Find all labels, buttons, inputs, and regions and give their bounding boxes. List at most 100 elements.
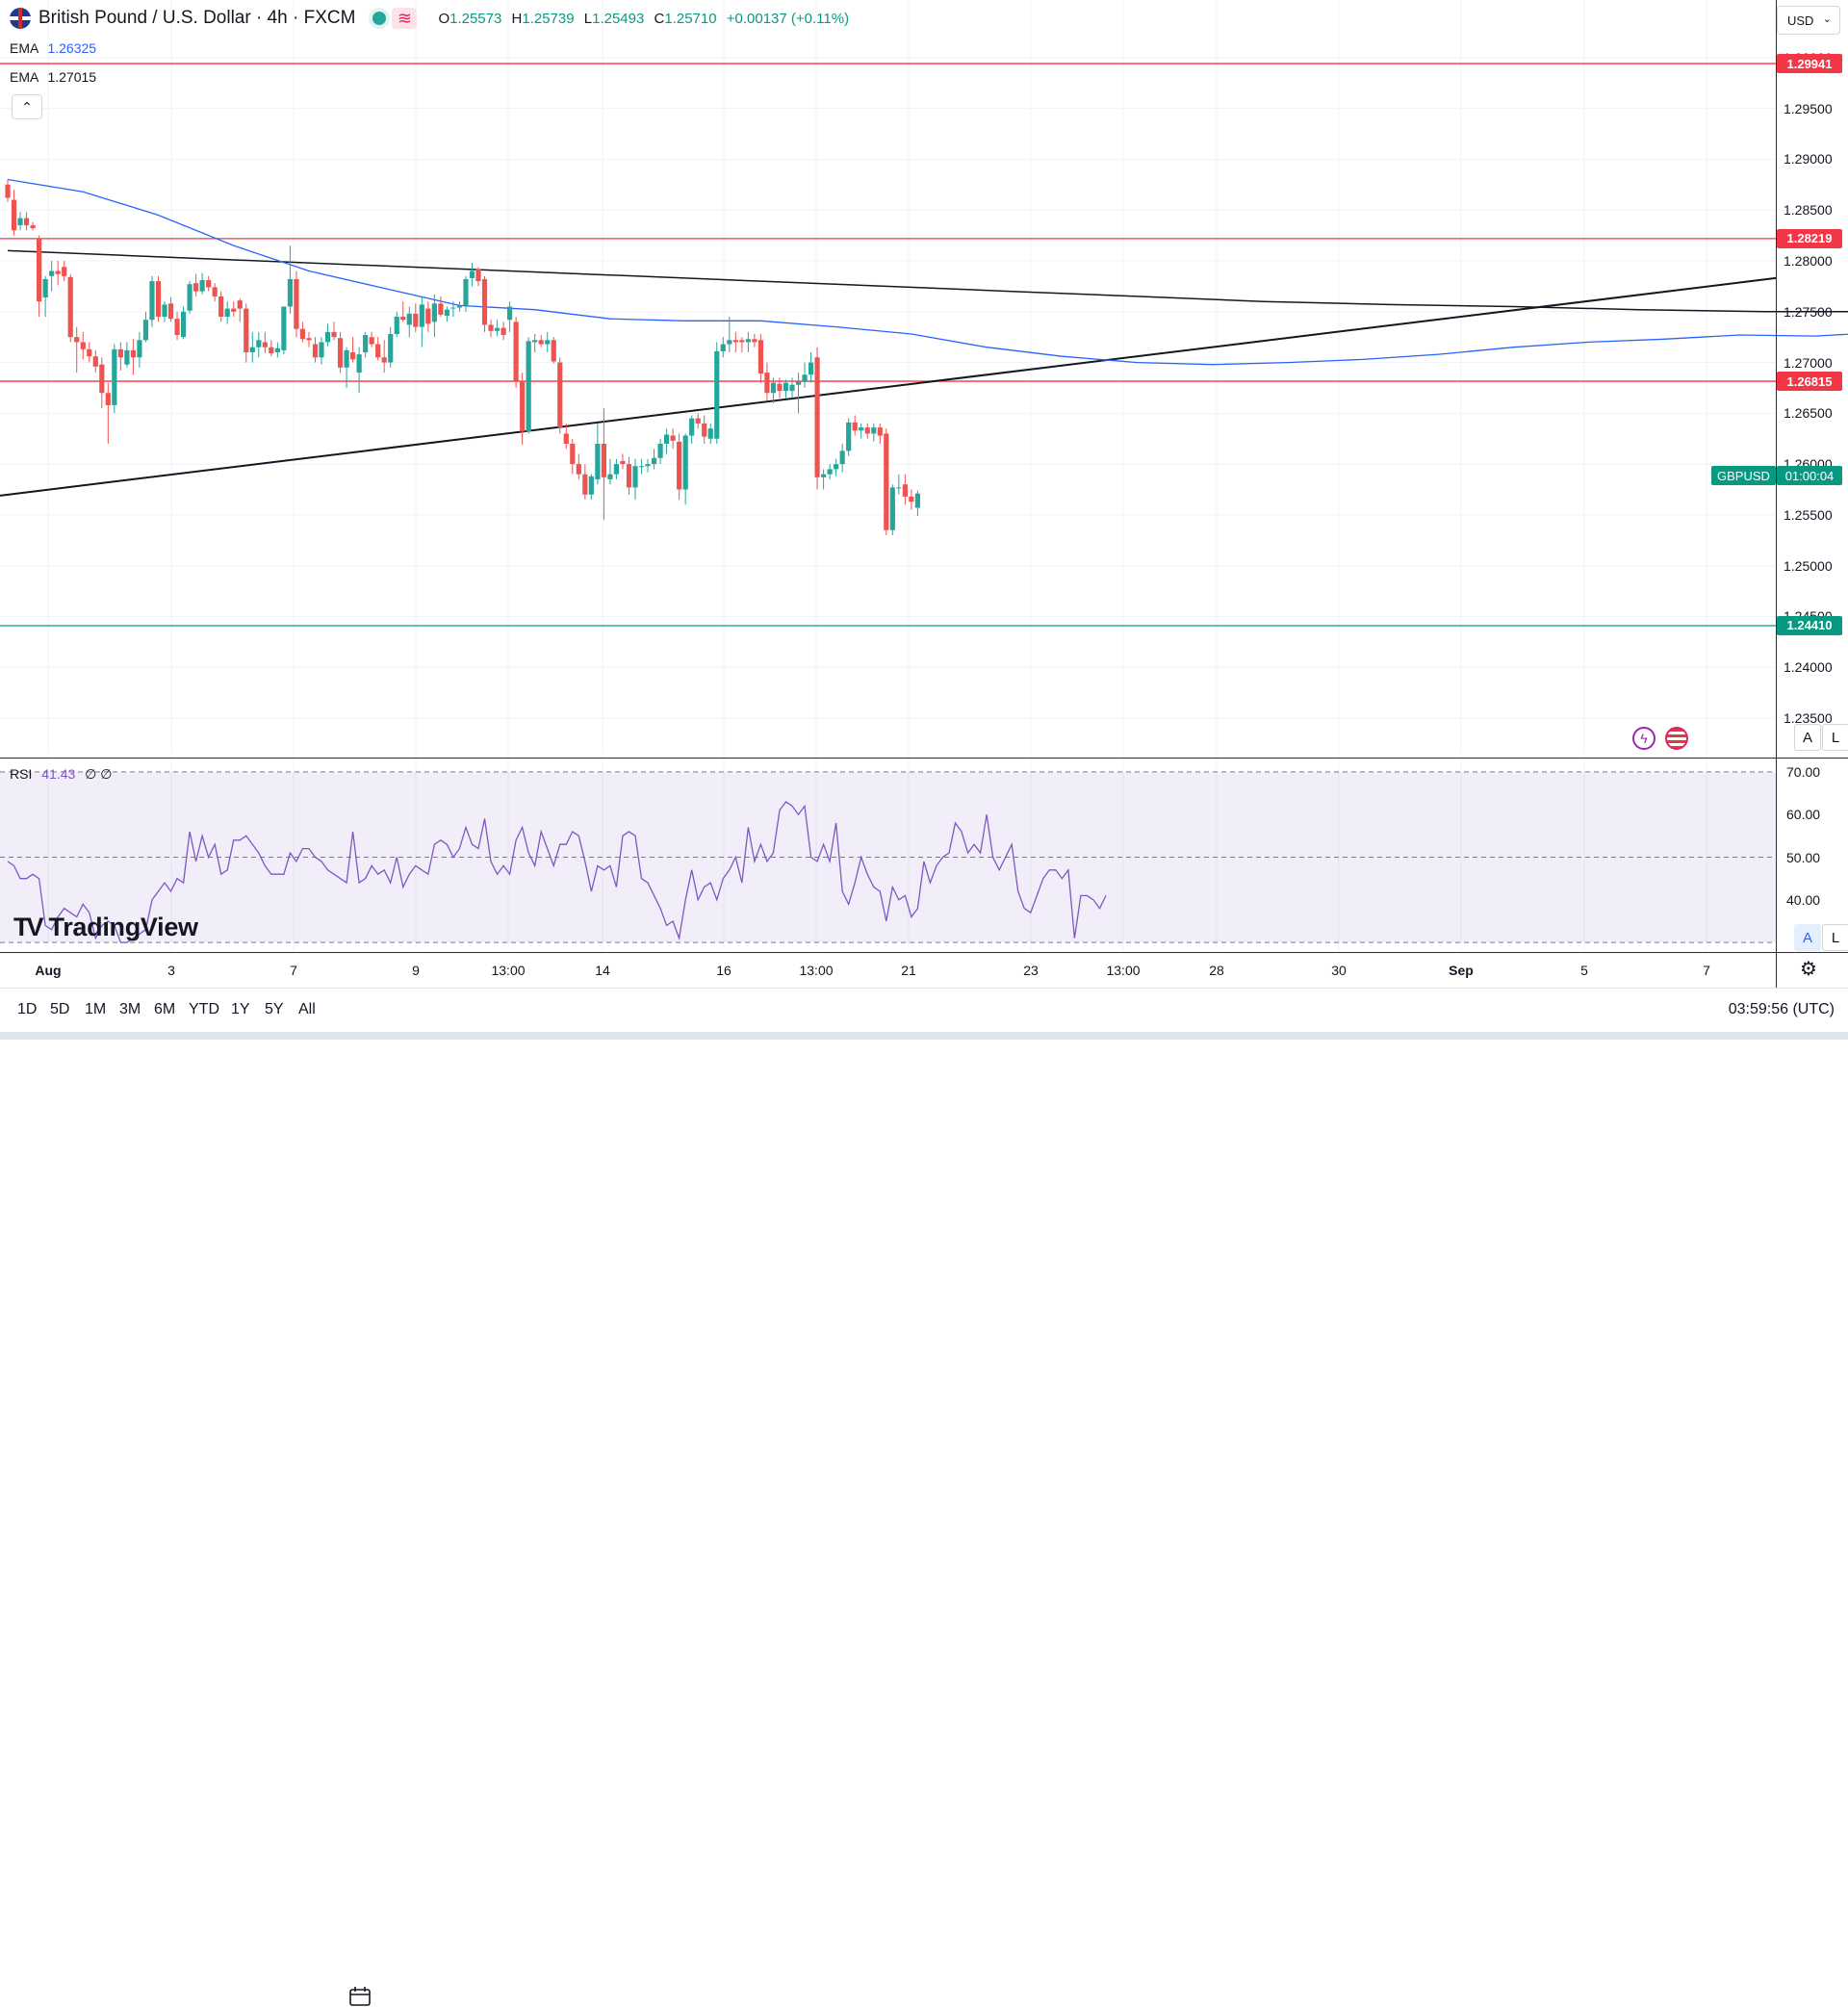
- candle-body: [413, 313, 419, 327]
- candle-body: [287, 278, 293, 307]
- currency-label: USD: [1787, 13, 1814, 28]
- candle-body: [494, 327, 500, 331]
- candle: [269, 340, 274, 357]
- rsi-legend[interactable]: RSI 41.43 ∅ ∅: [10, 766, 112, 783]
- range-button-5d[interactable]: 5D: [50, 1001, 70, 1017]
- range-button-all[interactable]: All: [298, 1001, 316, 1017]
- symbol-title: British Pound / U.S. Dollar · 4h · FXCM: [38, 8, 356, 28]
- ema-slow-legend[interactable]: EMA 1.27015: [10, 69, 96, 85]
- candle: [400, 301, 406, 322]
- symbol-header[interactable]: British Pound / U.S. Dollar · 4h · FXCM …: [10, 8, 855, 29]
- candle-body: [23, 218, 30, 226]
- candle: [613, 458, 620, 479]
- candle: [244, 303, 249, 363]
- time-tick-label: 21: [901, 963, 916, 978]
- candle: [262, 331, 268, 354]
- utc-clock[interactable]: 03:59:56 (UTC): [1728, 1001, 1835, 1017]
- candle: [463, 275, 469, 312]
- rsi-pane: [0, 771, 1776, 943]
- price-log-scale-button[interactable]: L: [1822, 724, 1848, 751]
- candle-body: [162, 304, 167, 318]
- tradingview-logo[interactable]: TV TradingView: [13, 913, 198, 942]
- candles-layer: [5, 179, 920, 536]
- candle: [162, 301, 167, 322]
- candle: [469, 263, 475, 287]
- settings-gear-icon[interactable]: ⚙: [1800, 959, 1817, 980]
- candle-body: [438, 303, 444, 315]
- candle-body: [834, 464, 839, 470]
- candle: [312, 337, 319, 363]
- candle-body: [431, 303, 437, 322]
- range-button-3m[interactable]: 3M: [119, 1001, 141, 1017]
- ohlc-open-key: O: [438, 10, 450, 27]
- range-button-5y[interactable]: 5Y: [265, 1001, 284, 1017]
- candle-body: [369, 337, 374, 345]
- lightning-icon[interactable]: ϟ: [1632, 727, 1656, 750]
- candle: [337, 331, 344, 373]
- ema-fast-legend[interactable]: EMA 1.26325: [10, 40, 96, 56]
- range-button-ytd[interactable]: YTD: [189, 1001, 219, 1017]
- candle: [752, 333, 757, 347]
- rsi-tick-label: 40.00: [1786, 891, 1821, 908]
- candle: [37, 235, 42, 318]
- candle: [23, 212, 30, 231]
- candle: [889, 484, 895, 536]
- candle: [695, 413, 701, 429]
- candle: [727, 317, 732, 352]
- candle: [682, 433, 688, 505]
- candle-body: [74, 337, 80, 343]
- range-button-1m[interactable]: 1M: [85, 1001, 107, 1017]
- candle: [62, 260, 67, 282]
- ohlc-low: 1.25493: [592, 10, 645, 27]
- candle-body: [727, 340, 732, 345]
- candle-body: [137, 340, 142, 358]
- bottom-toolbar: 1D 5D 1M 3M 6M YTD 1Y 5Y All 03:59:56 (UTC): [0, 988, 1848, 2006]
- rsi-tick-label: 70.00: [1786, 763, 1821, 780]
- candle: [112, 344, 117, 414]
- chevron-up-icon: ⌃: [21, 98, 33, 115]
- indicator-wave-icon[interactable]: ≋: [392, 8, 418, 29]
- us-flag-icon[interactable]: [1665, 727, 1688, 750]
- collapse-legend-button[interactable]: ⌃: [12, 94, 42, 119]
- candle: [620, 453, 626, 470]
- currency-selector[interactable]: USD ⌄: [1777, 6, 1840, 35]
- rsi-log-scale-button[interactable]: L: [1822, 924, 1848, 951]
- price-auto-scale-button[interactable]: A: [1794, 724, 1821, 751]
- candle-body: [124, 349, 130, 365]
- candle: [419, 296, 424, 347]
- candle-body: [752, 339, 757, 343]
- rsi-auto-scale-button[interactable]: A: [1794, 924, 1821, 951]
- candle-body: [206, 280, 212, 288]
- candle-body: [914, 493, 920, 508]
- candle: [808, 351, 814, 383]
- candle: [821, 469, 827, 490]
- candle-body: [274, 347, 280, 352]
- ema-slow-label: EMA: [10, 69, 38, 85]
- candle-body: [739, 340, 745, 343]
- candle: [394, 311, 399, 338]
- range-button-6m[interactable]: 6M: [154, 1001, 176, 1017]
- candle-body: [563, 433, 569, 445]
- candle: [199, 272, 205, 295]
- candle-body: [651, 457, 657, 465]
- time-tick-label: 9: [412, 963, 420, 978]
- candle-body: [720, 344, 726, 351]
- market-status-group[interactable]: ≋: [369, 8, 418, 29]
- calendar-range-icon[interactable]: [348, 1986, 372, 2007]
- candle: [92, 349, 98, 373]
- ohlc-readout: O1.25573 H1.25739 L1.25493 C1.25710 +0.0…: [438, 11, 855, 27]
- range-button-1y[interactable]: 1Y: [231, 1001, 250, 1017]
- price-tick-label: 1.28000: [1784, 252, 1833, 269]
- candle: [388, 326, 394, 368]
- candle-body: [545, 340, 551, 345]
- candle: [795, 373, 802, 414]
- candle-body: [5, 184, 11, 198]
- candle: [764, 362, 770, 401]
- candle-body: [394, 317, 399, 334]
- footer-strip: [0, 1032, 1848, 1040]
- candle-body: [802, 374, 808, 382]
- chart-canvas[interactable]: [0, 0, 1848, 1040]
- candle-body: [513, 322, 519, 381]
- range-button-1d[interactable]: 1D: [17, 1001, 38, 1017]
- candle: [732, 331, 738, 352]
